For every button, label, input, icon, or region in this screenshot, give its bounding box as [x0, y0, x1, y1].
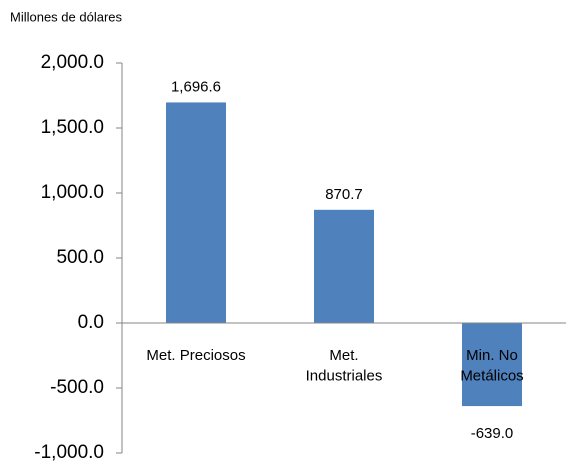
- bar: [462, 323, 522, 407]
- y-tick-label: -500.0: [50, 377, 104, 398]
- x-tick-label: Met. Preciosos: [146, 347, 245, 364]
- value-label: 1,696.6: [171, 78, 221, 95]
- bar: [166, 102, 226, 323]
- y-tick-label: 1,500.0: [41, 117, 104, 138]
- y-tick-label: 2,000.0: [41, 52, 104, 73]
- y-tick-label: -1,000.0: [34, 442, 104, 463]
- value-label: -639.0: [471, 425, 514, 442]
- y-tick-label: 0.0: [78, 312, 104, 333]
- y-tick-label: 500.0: [56, 247, 104, 268]
- value-label: 870.7: [325, 186, 363, 203]
- y-axis-label: Millones de dólares: [10, 9, 123, 24]
- x-tick-label: Met. Industriales: [306, 347, 383, 384]
- x-tick-label: Min. No Metálicos: [460, 347, 523, 384]
- y-tick-label: 1,000.0: [41, 182, 104, 203]
- bar: [314, 209, 374, 323]
